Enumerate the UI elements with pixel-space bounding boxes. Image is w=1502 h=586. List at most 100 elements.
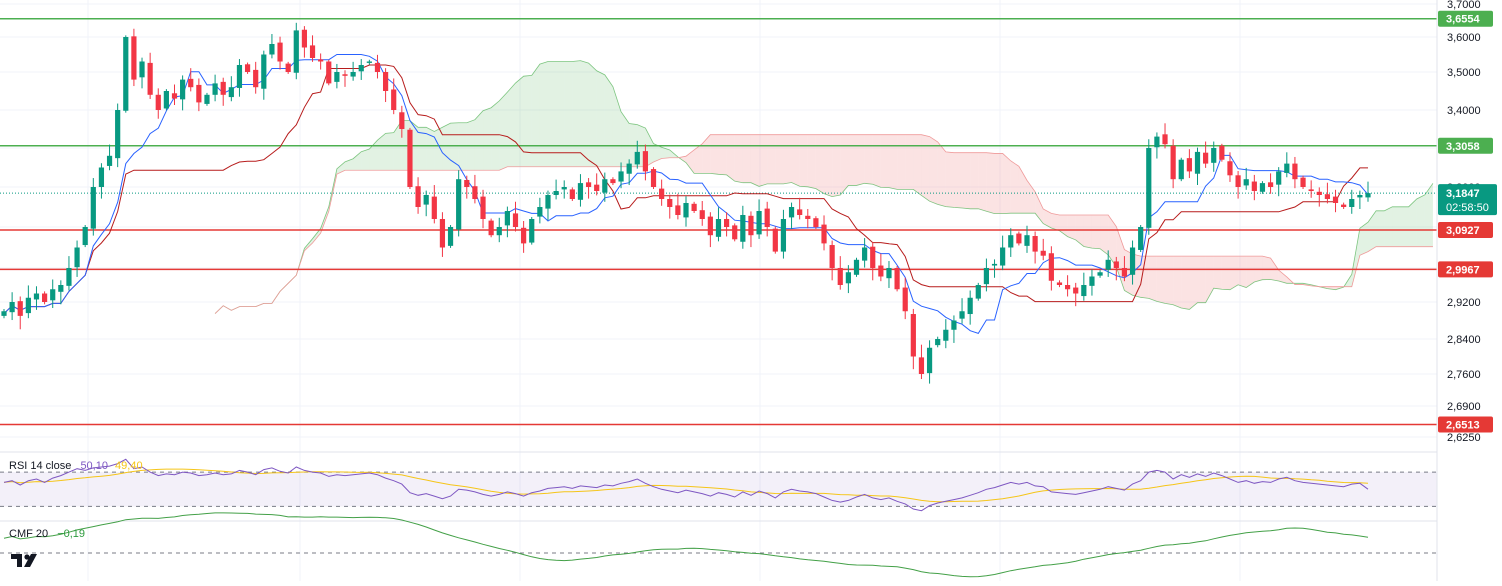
cloud-segment [856, 134, 865, 186]
senkou-b-line [214, 134, 1433, 314]
candle-body [748, 215, 754, 236]
candle-body [1105, 259, 1111, 270]
candle-body [756, 211, 762, 235]
candle-body [886, 268, 892, 279]
cloud-segment [913, 134, 922, 196]
candle-body [488, 220, 494, 236]
cloud-segment [750, 134, 760, 187]
candle-body [594, 184, 600, 191]
cloud-segment [539, 61, 548, 167]
ichimoku-cloud [214, 60, 1434, 314]
candle-body [1000, 247, 1006, 266]
cloud-segment [880, 134, 889, 188]
candle-body [1251, 181, 1257, 191]
tradingview-logo[interactable] [9, 550, 43, 570]
candle-body [163, 91, 169, 109]
rsi-legend-name: RSI 14 close [9, 460, 72, 472]
cloud-segment [1148, 256, 1157, 302]
cloud-segment [832, 134, 841, 197]
level-label-text: 2,6513 [1446, 419, 1480, 431]
cloud-segment [848, 134, 857, 186]
cloud-segment [978, 152, 987, 212]
candle-body [1219, 145, 1225, 160]
candle-body [1024, 235, 1030, 246]
cloud-segment [734, 134, 743, 183]
candle-body [1097, 272, 1103, 276]
candle-body [642, 151, 649, 172]
candle-body [415, 186, 421, 207]
candle-body [285, 63, 291, 72]
candle-body [1203, 152, 1209, 164]
cloud-segment [1400, 206, 1409, 247]
candle-body [1259, 183, 1266, 192]
candle-body [1089, 276, 1095, 286]
cloud-segment [1067, 215, 1076, 240]
candle-body [659, 188, 665, 199]
candle-body [545, 195, 551, 209]
candle-body [1146, 148, 1152, 228]
candle-body [577, 183, 584, 200]
candle-body [423, 195, 429, 205]
candle-body [391, 89, 397, 110]
cloud-segment [1140, 256, 1149, 299]
cloud-segment [320, 206, 329, 234]
candle-body [1300, 177, 1306, 187]
cloud-segment [531, 64, 540, 167]
candle-body [521, 227, 527, 244]
current-price-text: 3,1847 [1446, 188, 1480, 200]
candle-body [691, 203, 697, 211]
candle-body [1324, 194, 1331, 199]
price-tick-label: 3,5000 [1447, 67, 1481, 79]
candle-body [1032, 236, 1038, 252]
candle-body [33, 293, 40, 300]
rsi-ma-line [3, 468, 1369, 503]
candle-body [1081, 285, 1087, 297]
candle-body [618, 171, 624, 182]
cloud-segment [1424, 183, 1433, 247]
cloud-segment [572, 60, 581, 167]
candle-body [1308, 189, 1314, 191]
rsi-ma-legend-value: 49,40 [115, 460, 143, 472]
cloud-segment [1213, 256, 1222, 290]
candle-body [358, 65, 364, 72]
candle-body [220, 81, 226, 95]
cloud-segment [369, 140, 378, 171]
level-label-text: 3,3058 [1446, 141, 1480, 153]
level-label-box [1438, 10, 1493, 27]
cloud-segment [345, 158, 354, 171]
candle-body [382, 72, 389, 91]
candle-body [626, 163, 632, 174]
rsi-pane: 60,00 [0, 451, 1502, 512]
candle-body [147, 62, 153, 95]
cloud-segment [1408, 199, 1417, 247]
candle-body [115, 110, 121, 159]
candle-body [196, 84, 202, 103]
candle-body [1138, 227, 1144, 250]
price-tick-label: 2,8400 [1447, 334, 1481, 346]
candle-body [1113, 261, 1119, 268]
price-tick-label: 3,4000 [1447, 105, 1481, 117]
cloud-segment [1221, 256, 1230, 290]
candle-body [188, 78, 194, 88]
candle-body [293, 30, 299, 73]
cloud-segment [1376, 210, 1385, 247]
candle-body [797, 209, 803, 215]
candle-body [740, 215, 746, 242]
candle-body [82, 227, 88, 246]
candle-body [123, 37, 129, 111]
cloud-segment [1091, 215, 1101, 249]
candle-body [1267, 182, 1274, 187]
candle-body [894, 268, 900, 290]
level-label-text: 2,9967 [1446, 264, 1480, 276]
candle-body [131, 36, 137, 80]
candle-body [902, 287, 908, 312]
candle-body [1016, 233, 1022, 244]
price-tick-label: 2,7600 [1447, 369, 1481, 381]
candle-body [1341, 204, 1347, 207]
level-label-box [1438, 416, 1493, 433]
cloud-segment [1262, 256, 1271, 280]
cloud-segment [556, 61, 565, 167]
price-tick-label: 3,7000 [1447, 0, 1481, 11]
